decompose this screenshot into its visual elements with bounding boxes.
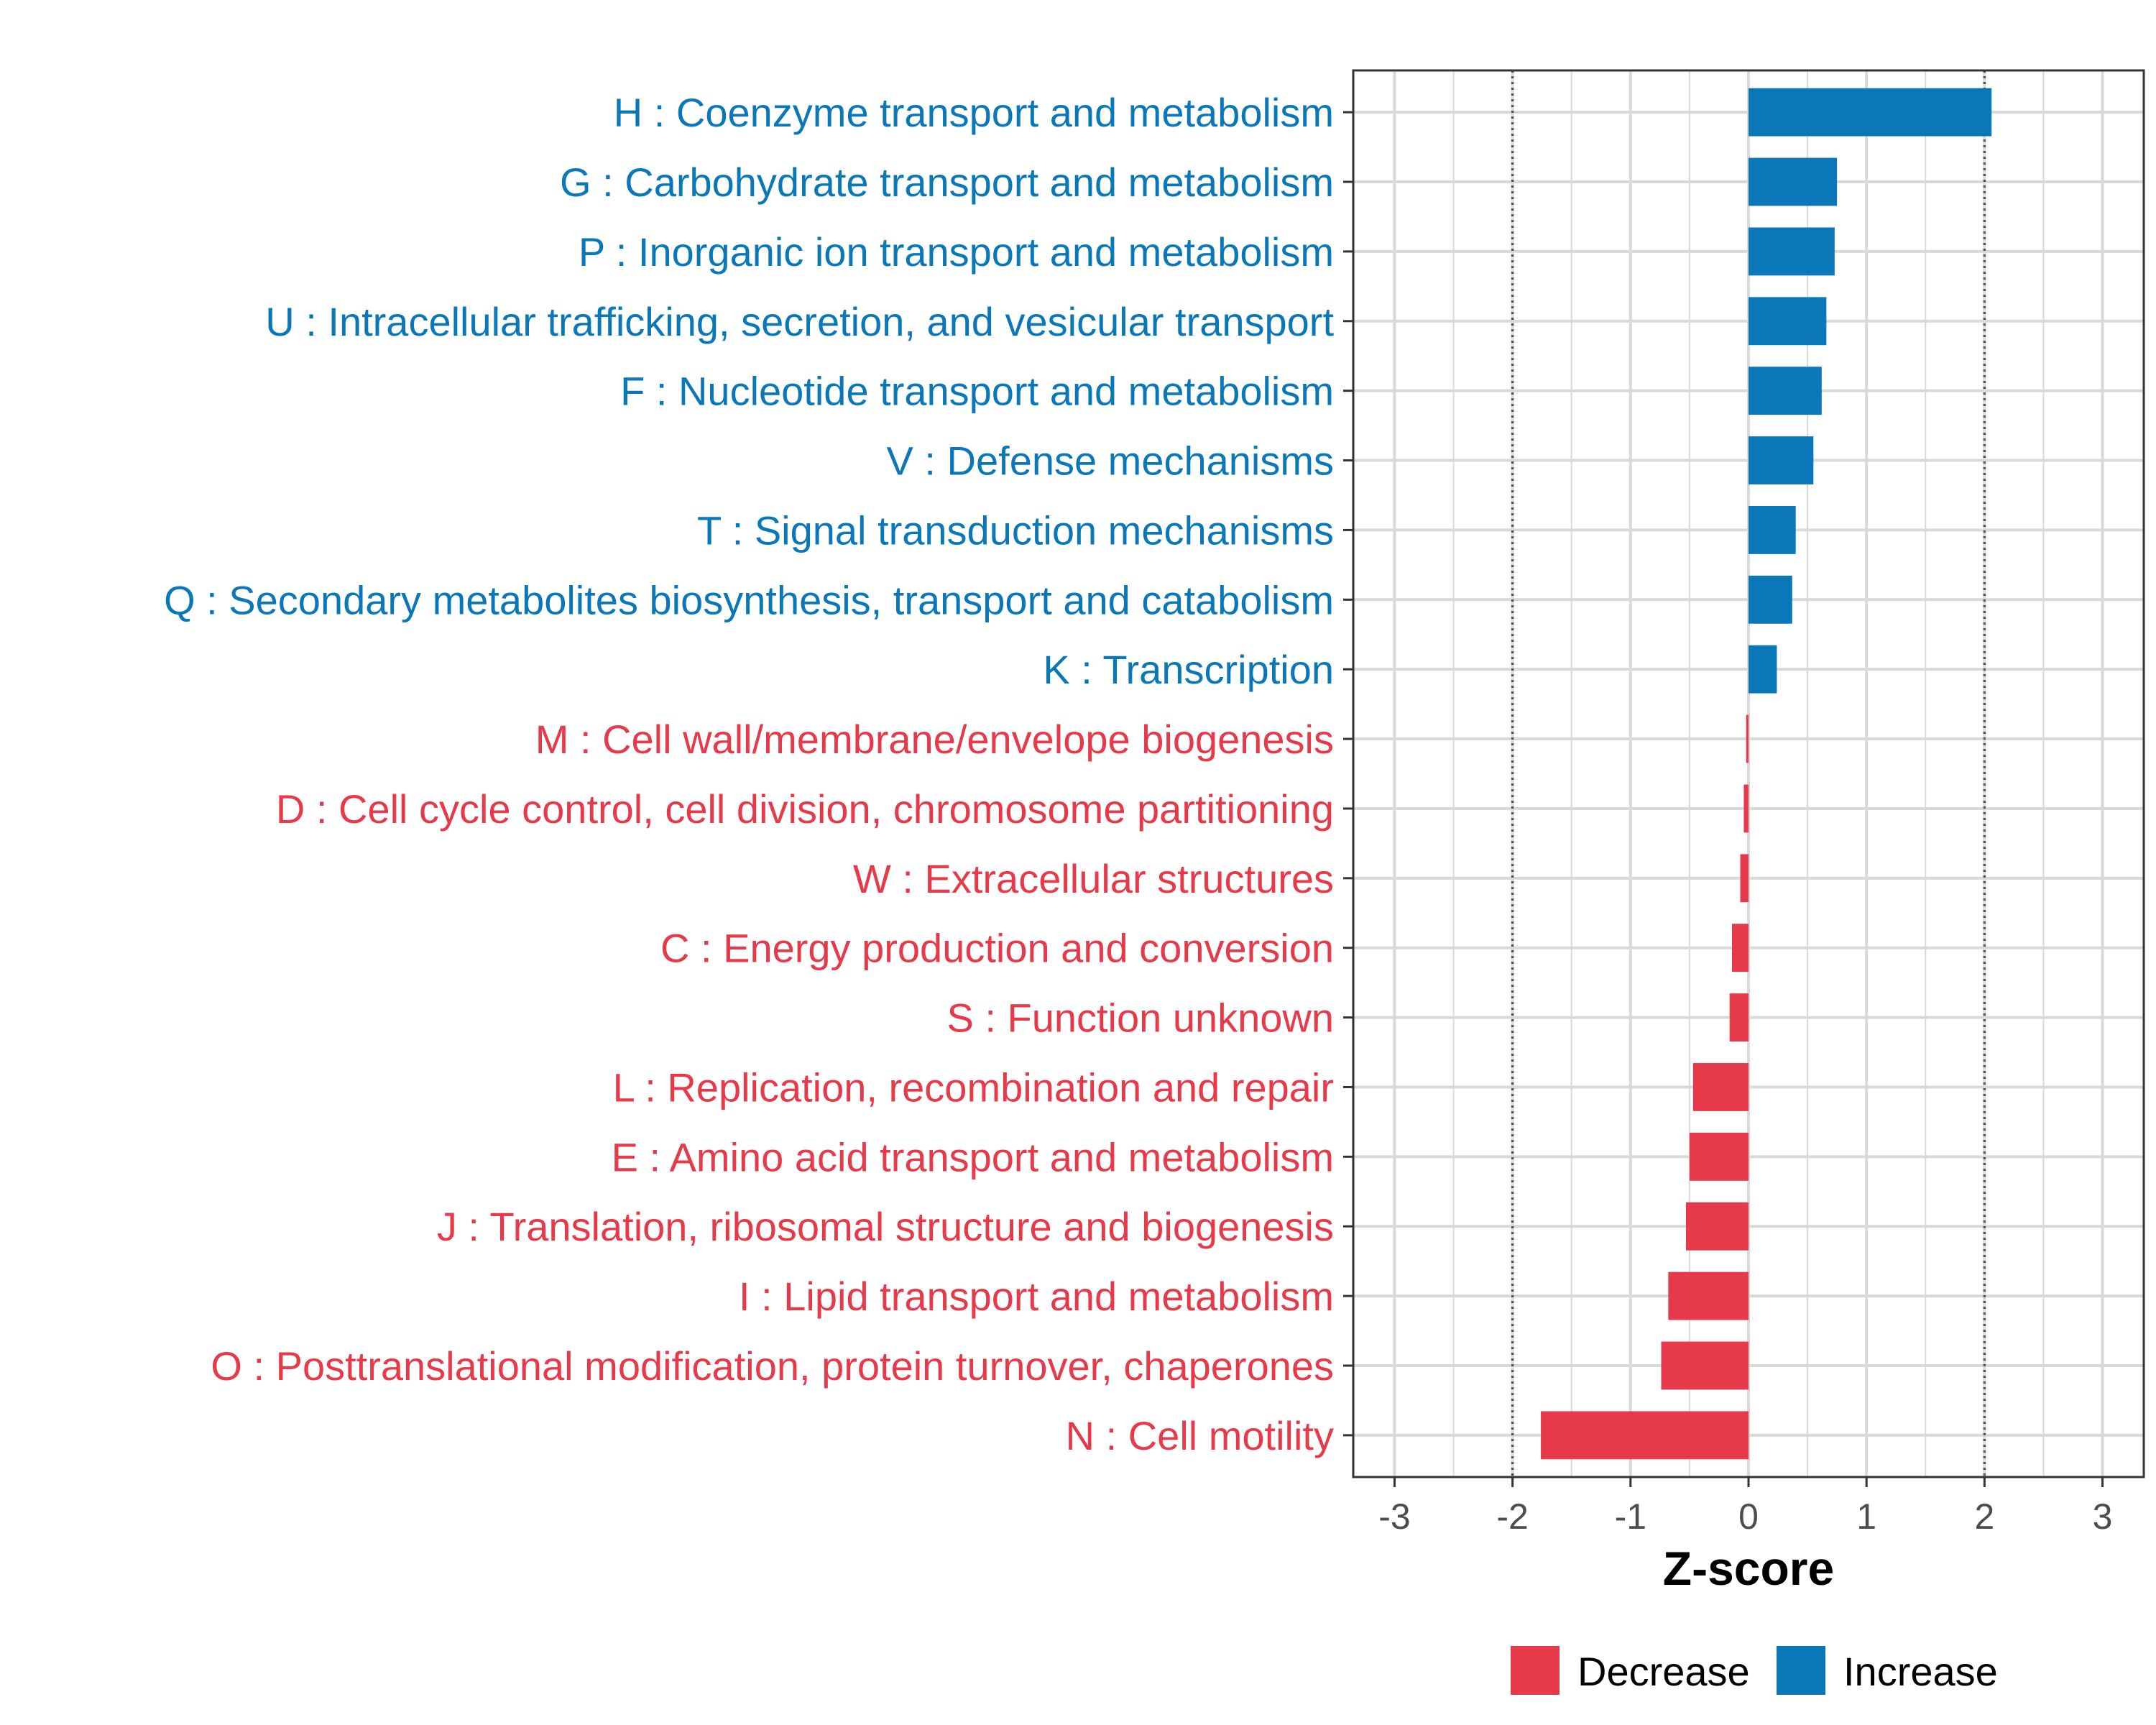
category-label-12: C : Energy production and conversion <box>660 926 1334 971</box>
reference-lines <box>1511 70 1986 1477</box>
x-tick-label-0: -3 <box>1378 1496 1410 1537</box>
bar-0 <box>1749 88 1992 137</box>
category-label-8: K : Transcription <box>1043 647 1334 692</box>
category-label-11: W : Extracellular structures <box>853 856 1334 901</box>
legend: Decrease Increase <box>1511 1646 1998 1695</box>
category-label-4: F : Nucleotide transport and metabolism <box>620 369 1334 414</box>
legend-swatch-increase <box>1777 1646 1825 1695</box>
bar-8 <box>1749 645 1777 694</box>
x-axis-ticks <box>1393 1477 2104 1487</box>
bar-3 <box>1749 297 1827 346</box>
bar-14 <box>1692 1063 1749 1111</box>
bar-16 <box>1685 1202 1749 1251</box>
bar-13 <box>1729 993 1749 1042</box>
bar-18 <box>1661 1341 1749 1390</box>
category-label-19: N : Cell motility <box>1066 1413 1334 1458</box>
bar-9 <box>1746 714 1749 763</box>
x-tick-label-1: -2 <box>1496 1496 1528 1537</box>
x-tick-label-4: 1 <box>1856 1496 1876 1537</box>
bar-1 <box>1749 157 1838 206</box>
bar-11 <box>1740 854 1749 903</box>
bar-2 <box>1749 227 1835 276</box>
category-label-15: E : Amino acid transport and metabolism <box>612 1134 1334 1179</box>
category-label-5: V : Defense mechanisms <box>887 438 1334 484</box>
category-label-18: O : Posttranslational modification, prot… <box>211 1343 1334 1389</box>
category-label-14: L : Replication, recombination and repai… <box>613 1064 1334 1110</box>
y-axis-labels: H : Coenzyme transport and metabolism G :… <box>164 90 1334 1458</box>
legend-label-increase: Increase <box>1843 1649 1998 1694</box>
bar-15 <box>1689 1132 1749 1181</box>
category-label-2: P : Inorganic ion transport and metaboli… <box>579 229 1334 275</box>
x-tick-label-2: -1 <box>1615 1496 1646 1537</box>
legend-label-decrease: Decrease <box>1577 1649 1750 1694</box>
bar-19 <box>1541 1411 1749 1460</box>
x-axis-title: Z-score <box>1663 1542 1834 1595</box>
x-tick-label-6: 3 <box>2093 1496 2113 1537</box>
category-label-10: D : Cell cycle control, cell division, c… <box>276 786 1334 832</box>
bar-4 <box>1749 367 1822 415</box>
legend-swatch-decrease <box>1511 1646 1560 1695</box>
category-label-17: I : Lipid transport and metabolism <box>739 1274 1334 1319</box>
bar-17 <box>1668 1271 1749 1320</box>
category-label-3: U : Intracellular trafficking, secretion… <box>265 299 1334 344</box>
bar-12 <box>1732 924 1749 972</box>
category-label-0: H : Coenzyme transport and metabolism <box>614 90 1334 135</box>
bar-5 <box>1749 436 1814 484</box>
category-label-1: G : Carbohydrate transport and metabolis… <box>560 160 1334 205</box>
category-label-7: Q : Secondary metabolites biosynthesis, … <box>164 577 1334 622</box>
bar-6 <box>1749 505 1796 554</box>
category-label-16: J : Translation, ribosomal structure and… <box>437 1204 1334 1249</box>
bars <box>1541 88 1992 1460</box>
x-axis-tick-labels: -3 -2 -1 0 1 2 3 <box>1378 1496 2112 1537</box>
y-axis-ticks <box>1343 111 1353 1437</box>
bar-7 <box>1749 575 1792 624</box>
x-tick-label-3: 0 <box>1738 1496 1759 1537</box>
category-label-6: T : Signal transduction mechanisms <box>697 507 1334 553</box>
category-label-9: M : Cell wall/membrane/envelope biogenes… <box>535 717 1334 762</box>
category-label-13: S : Function unknown <box>946 995 1334 1041</box>
bar-10 <box>1743 784 1749 833</box>
x-tick-label-5: 2 <box>1974 1496 1994 1537</box>
